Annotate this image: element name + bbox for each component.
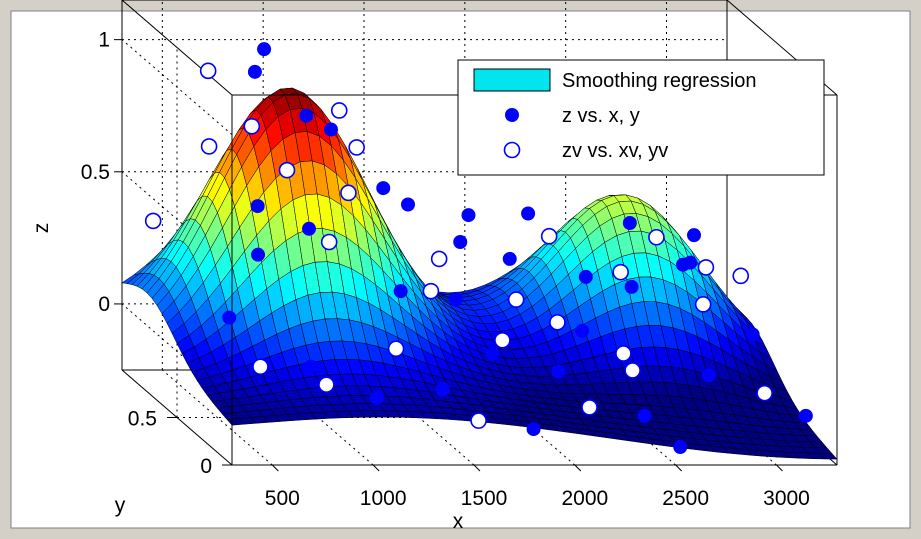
y-axis-label: y: [115, 494, 126, 517]
legend-swatch-open: [505, 143, 520, 158]
legend-label: Smoothing regression: [562, 70, 757, 92]
data-point-open: [432, 251, 447, 266]
data-point-filled: [799, 409, 812, 422]
data-point-open: [322, 235, 337, 250]
data-point-open: [253, 359, 268, 374]
data-point-filled: [377, 182, 390, 195]
data-point-filled: [325, 123, 338, 136]
data-point-filled: [688, 229, 701, 242]
data-point-open: [698, 260, 713, 275]
data-point-open: [201, 63, 216, 78]
data-point-open: [616, 346, 631, 361]
data-point-filled: [304, 360, 317, 373]
data-point-open: [625, 363, 640, 378]
x-tick-label: 1000: [360, 487, 407, 510]
data-point-filled: [462, 209, 475, 222]
data-point-filled: [454, 236, 467, 249]
data-point-open: [349, 140, 364, 155]
data-point-open: [495, 333, 510, 348]
x-tick-label: 1500: [461, 487, 508, 510]
data-point-filled: [251, 200, 264, 213]
data-point-filled: [702, 369, 715, 382]
legend: Smoothing regression z vs. x, y zv vs. xv,…: [458, 60, 824, 175]
x-tick-label: 3000: [763, 487, 810, 510]
legend-label: zv vs. xv, yv: [562, 140, 668, 162]
data-point-filled: [674, 441, 687, 454]
data-point-open: [471, 413, 486, 428]
data-point-open: [332, 103, 347, 118]
data-point-filled: [248, 65, 261, 78]
legend-swatch-surface: [474, 69, 550, 91]
data-point-open: [542, 229, 557, 244]
z-tick-label: 1: [98, 29, 110, 52]
data-point-open: [389, 341, 404, 356]
y-tick-label: 0: [200, 455, 212, 478]
data-point-filled: [746, 328, 759, 341]
data-point-filled: [449, 293, 462, 306]
data-point-filled: [402, 198, 415, 211]
data-point-open: [550, 315, 565, 330]
data-point-open: [649, 230, 664, 245]
data-point-filled: [503, 252, 516, 265]
data-point-filled: [684, 256, 697, 269]
data-point-open: [423, 284, 438, 299]
data-point-filled: [258, 43, 271, 56]
data-point-open: [733, 268, 748, 283]
data-point-filled: [436, 383, 449, 396]
data-point-filled: [370, 391, 383, 404]
data-point-filled: [303, 222, 316, 235]
z-tick-label: 0: [98, 293, 110, 316]
data-point-open: [244, 119, 259, 134]
data-point-filled: [638, 409, 651, 422]
data-point-filled: [486, 347, 499, 360]
data-point-open: [341, 185, 356, 200]
data-point-open: [202, 139, 217, 154]
data-point-open: [582, 400, 597, 415]
y-tick-label: 0.5: [128, 408, 157, 431]
x-tick-label: 2000: [561, 487, 608, 510]
data-point-filled: [579, 270, 592, 283]
x-tick-label: 2500: [662, 487, 709, 510]
data-point-filled: [223, 311, 236, 324]
data-point-open: [613, 265, 628, 280]
data-point-filled: [527, 423, 540, 436]
x-tick-label: 500: [265, 487, 300, 510]
data-point-open: [696, 297, 711, 312]
data-point-filled: [552, 365, 565, 378]
data-point-open: [319, 377, 334, 392]
x-axis-label: x: [453, 510, 464, 533]
data-point-filled: [252, 248, 265, 261]
z-axis-label: z: [30, 223, 53, 234]
data-point-filled: [625, 280, 638, 293]
data-point-open: [509, 292, 524, 307]
data-point-open: [280, 163, 295, 178]
data-point-filled: [576, 324, 589, 337]
data-point-filled: [623, 217, 636, 230]
data-point-open: [757, 386, 772, 401]
data-point-filled: [300, 109, 313, 122]
data-point-filled: [394, 285, 407, 298]
legend-swatch-filled: [506, 109, 519, 122]
data-point-open: [146, 213, 161, 228]
data-point-filled: [522, 207, 535, 220]
z-tick-label: 0.5: [81, 161, 110, 184]
legend-label: z vs. x, y: [562, 105, 640, 127]
